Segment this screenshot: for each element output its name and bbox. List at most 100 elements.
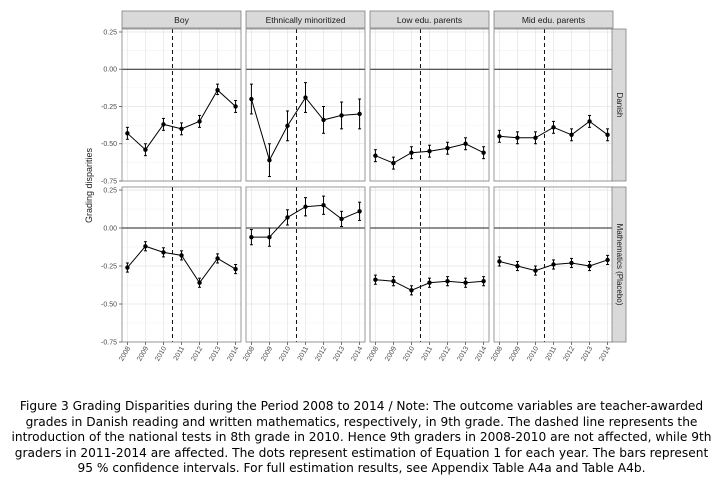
data-point [427, 148, 432, 154]
data-point [303, 204, 308, 209]
data-point [285, 215, 290, 220]
data-point [569, 132, 574, 138]
panel-border [121, 28, 242, 182]
data-point [179, 253, 184, 258]
x-tick-label: 2012 [438, 345, 452, 362]
x-tick-label: 2014 [474, 345, 488, 362]
x-tick-label: 2010 [154, 345, 168, 362]
facet-strip-top [493, 10, 614, 29]
y-tick-label: -0.25 [101, 104, 117, 111]
data-point [357, 209, 362, 214]
facet-strip-side [611, 28, 627, 182]
x-tick-label: 2012 [562, 345, 576, 362]
data-point [569, 260, 574, 266]
data-point [143, 244, 148, 249]
data-point [215, 87, 220, 93]
x-tick-label: 2010 [278, 345, 292, 362]
data-point [249, 96, 254, 102]
data-point [125, 131, 130, 136]
x-tick-label: 2010 [526, 345, 540, 362]
facet-label-column: Ethnically minoritized [266, 15, 346, 25]
x-tick-label: 2009 [384, 345, 398, 362]
x-tick-label: 2009 [508, 345, 522, 362]
data-point [267, 157, 272, 163]
y-tick-label: -0.75 [101, 179, 117, 186]
data-point [515, 263, 520, 269]
data-point [391, 160, 396, 166]
y-tick-label: -0.50 [101, 141, 117, 148]
x-tick-label: 2013 [456, 345, 470, 362]
data-point [373, 277, 378, 282]
x-tick-label: 2013 [580, 345, 594, 362]
data-point [321, 117, 326, 123]
data-point [463, 141, 468, 146]
data-point [357, 111, 362, 117]
data-point [285, 123, 290, 129]
facet-label-row: Danish [615, 93, 624, 118]
data-point [233, 266, 238, 272]
data-point [233, 104, 238, 109]
data-point [161, 250, 166, 255]
data-point [497, 259, 502, 264]
x-tick-label: 2008 [118, 345, 132, 362]
data-point [463, 280, 468, 285]
data-point [143, 147, 148, 152]
data-point [373, 153, 378, 158]
facet-label-column: Low edu. parents [397, 15, 462, 25]
y-tick-label: -0.75 [101, 340, 117, 347]
facet-strip-top [369, 10, 490, 29]
x-tick-label: 2014 [226, 345, 240, 362]
data-point [215, 256, 220, 261]
data-point [445, 146, 450, 151]
x-tick-label: 2008 [242, 345, 256, 362]
data-point [533, 268, 538, 273]
y-tick-label: 0.25 [103, 29, 117, 36]
x-tick-label: 2010 [402, 345, 416, 362]
data-point [339, 113, 344, 118]
data-point [445, 279, 450, 284]
data-point [267, 234, 272, 240]
faceted-chart: Boy Ethnically minoritized Low edu. parent… [84, 10, 627, 362]
data-point [197, 280, 202, 285]
x-tick-label: 2008 [490, 345, 504, 362]
data-point [409, 288, 414, 293]
y-tick-label: 0.00 [103, 226, 117, 233]
data-point [409, 150, 414, 155]
data-point [481, 150, 486, 155]
y-tick-label: 0.00 [103, 67, 117, 74]
caption-text: Figure 3 Grading Disparities during the … [11, 399, 712, 476]
panel-border [369, 28, 490, 182]
facet-label-row: Mathematics (Placebo) [615, 224, 624, 306]
x-tick-label: 2009 [136, 345, 150, 362]
data-point [321, 203, 326, 208]
facet-strip-top [121, 10, 242, 29]
x-tick-label: 2014 [350, 345, 364, 362]
data-point [303, 95, 308, 100]
data-point [605, 257, 610, 263]
data-point [161, 122, 166, 127]
data-point [497, 134, 502, 139]
facet-strip-top [245, 10, 366, 29]
x-tick-label: 2012 [190, 345, 204, 362]
x-tick-label: 2011 [297, 345, 311, 362]
data-point [197, 119, 202, 124]
facet-label-column: Boy [174, 15, 189, 25]
panel-border [245, 28, 366, 182]
data-point [339, 216, 344, 222]
x-tick-label: 2012 [314, 345, 328, 362]
facet-label-column: Mid edu. parents [522, 15, 585, 25]
x-tick-label: 2011 [173, 345, 187, 362]
data-point [587, 263, 592, 269]
y-axis-title: Grading disparities [84, 147, 94, 223]
x-tick-label: 2008 [366, 345, 380, 362]
data-point [605, 132, 610, 138]
data-point [515, 135, 520, 140]
data-point [481, 279, 486, 284]
data-point [533, 135, 538, 140]
y-tick-label: -0.25 [101, 264, 117, 271]
x-tick-label: 2014 [598, 345, 612, 362]
data-point [391, 279, 396, 284]
x-tick-label: 2013 [208, 345, 222, 362]
x-tick-label: 2011 [421, 345, 435, 362]
data-point [249, 234, 254, 240]
